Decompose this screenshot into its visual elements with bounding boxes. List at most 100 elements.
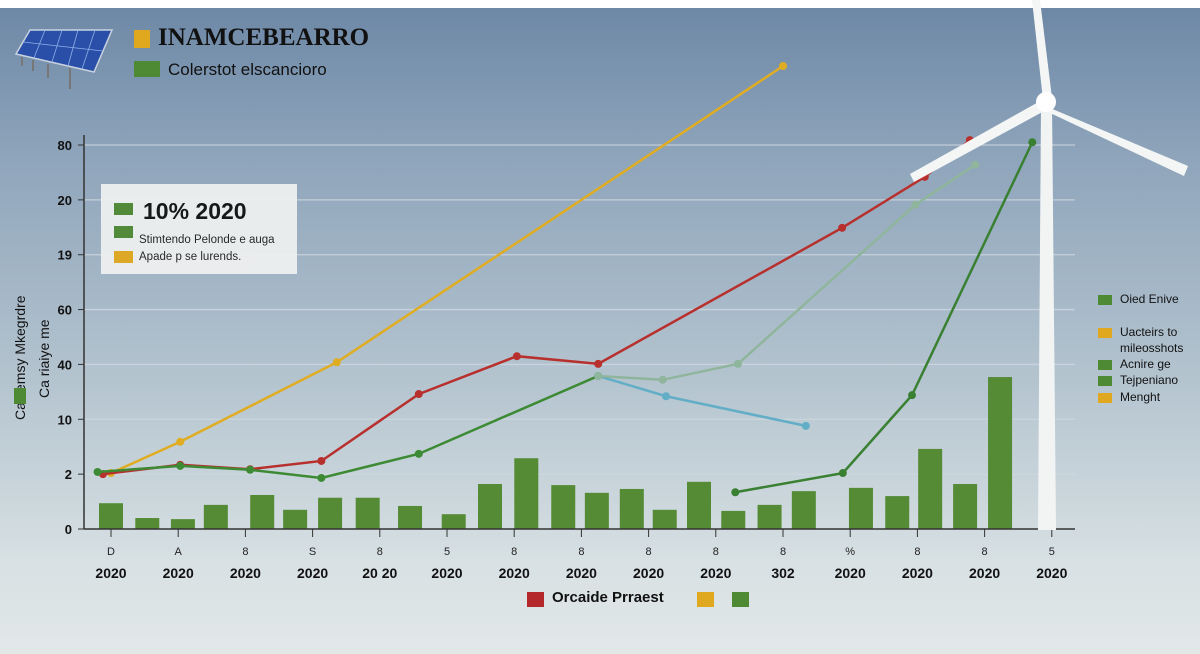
series-point: [512, 352, 521, 361]
bar: [478, 484, 503, 529]
info-line-1: Stimtendo Pelonde e auga: [139, 234, 275, 246]
x-tick-label-top: 8: [780, 546, 786, 558]
series-point: [332, 358, 341, 367]
series-point: [414, 449, 423, 458]
bar: [514, 458, 539, 529]
series-point: [662, 392, 671, 401]
series-point: [801, 421, 810, 430]
x-tick-label-top: 8: [578, 546, 584, 558]
bar: [135, 518, 160, 529]
y-tick-label: 20: [58, 193, 72, 208]
x-tick-label-year: 2020: [1036, 565, 1067, 581]
info-legend-box: 10% 2020 Stimtendo Pelonde e auga Apade …: [101, 184, 297, 274]
y-tick-label: 10: [58, 412, 72, 427]
y-tick-label: 40: [58, 357, 72, 372]
x-tick-label-top: 8: [511, 546, 517, 558]
info-headline: 10% 2020: [143, 198, 247, 224]
title-swatch: [134, 30, 150, 48]
x-tick-label-top: 8: [914, 546, 920, 558]
bar: [652, 509, 677, 529]
y-axis-label-line-2: Ca riaiye me: [36, 319, 52, 398]
bar: [398, 505, 423, 529]
bar: [885, 496, 910, 529]
series-point: [594, 371, 603, 380]
bar: [551, 485, 576, 529]
bar: [619, 488, 644, 529]
series-line: [97, 374, 599, 480]
series-point: [908, 391, 917, 400]
x-tick-label-year: 2020: [431, 565, 462, 581]
x-tick-label-year: 2020: [633, 565, 664, 581]
series-line: [735, 141, 1034, 494]
y-tick-label: 2: [65, 467, 72, 482]
x-tick-label-year: 2020: [230, 565, 261, 581]
bar: [687, 481, 711, 529]
page-title: INAMCEBEARRO: [158, 24, 370, 51]
legend-swatch-yellow: [697, 592, 714, 607]
x-tick-label-top: A: [175, 546, 183, 558]
series-point: [733, 359, 742, 368]
series-point: [176, 461, 185, 470]
x-tick-label-top: 8: [646, 546, 652, 558]
bar: [988, 377, 1013, 529]
bar: [283, 509, 308, 529]
bar: [170, 519, 195, 529]
y-tick-label: 80: [58, 138, 72, 153]
legend-swatch: [114, 251, 133, 263]
bar: [918, 448, 943, 529]
legend-swatch: [1098, 376, 1112, 386]
legend-swatch-green: [732, 592, 749, 607]
x-tick-label-top: 5: [1049, 546, 1055, 558]
series-point: [246, 465, 255, 474]
right-legend-label: Uacteirs to: [1120, 325, 1178, 339]
x-tick-label-year: 2020: [835, 565, 866, 581]
series-point: [317, 473, 326, 482]
x-tick-label-year: 2020: [297, 565, 328, 581]
series-point: [1028, 138, 1037, 147]
right-legend-label: Tejpeniano: [1120, 373, 1179, 387]
right-legend-label: Oied Enive: [1120, 292, 1179, 306]
x-tick-label-year: 2020: [95, 565, 126, 581]
x-tick-label-top: 8: [377, 546, 383, 558]
bar: [355, 497, 380, 529]
x-tick-label-top: 5: [444, 546, 450, 558]
bar: [250, 494, 275, 529]
series-point: [911, 200, 920, 209]
series-point: [93, 467, 102, 476]
bar: [953, 484, 978, 529]
x-tick-label-top: D: [107, 546, 115, 558]
series-point: [731, 488, 740, 497]
x-tick-label-year: 2020: [499, 565, 530, 581]
bar: [791, 491, 816, 529]
series-line: [597, 374, 807, 428]
x-tick-label-year: 2020: [163, 565, 194, 581]
legend-swatch: [1098, 328, 1112, 338]
series-point: [658, 375, 667, 384]
legend-swatch: [114, 203, 133, 215]
series-point: [414, 390, 423, 399]
y-axis-label: Caclemsy Mkegrdre Ca riaiye me: [6, 296, 56, 420]
bar: [203, 504, 228, 529]
legend-swatch: [1098, 295, 1112, 305]
y-axis-swatch: [14, 388, 26, 404]
y-tick-label: 19: [58, 248, 72, 263]
x-tick-label-top: 8: [713, 546, 719, 558]
x-tick-label-year: 2020: [566, 565, 597, 581]
solar-panel-icon: [14, 29, 114, 89]
right-legend-label: Menght: [1120, 390, 1161, 404]
x-tick-label-year: 2020: [969, 565, 1000, 581]
legend-swatch: [114, 226, 133, 238]
x-tick-label-top: 8: [982, 546, 988, 558]
x-tick-label-top: %: [845, 546, 855, 558]
series-point: [838, 223, 847, 232]
wind-turbine-icon: [910, 0, 1188, 530]
series-point: [838, 469, 847, 478]
legend-swatch-red: [527, 592, 544, 607]
y-tick-label: 60: [58, 303, 72, 318]
bar: [848, 487, 873, 529]
x-tick-label-year: 20 20: [362, 565, 397, 581]
series-point: [779, 62, 787, 71]
bar: [584, 492, 609, 529]
legend-swatch: [1098, 360, 1112, 370]
